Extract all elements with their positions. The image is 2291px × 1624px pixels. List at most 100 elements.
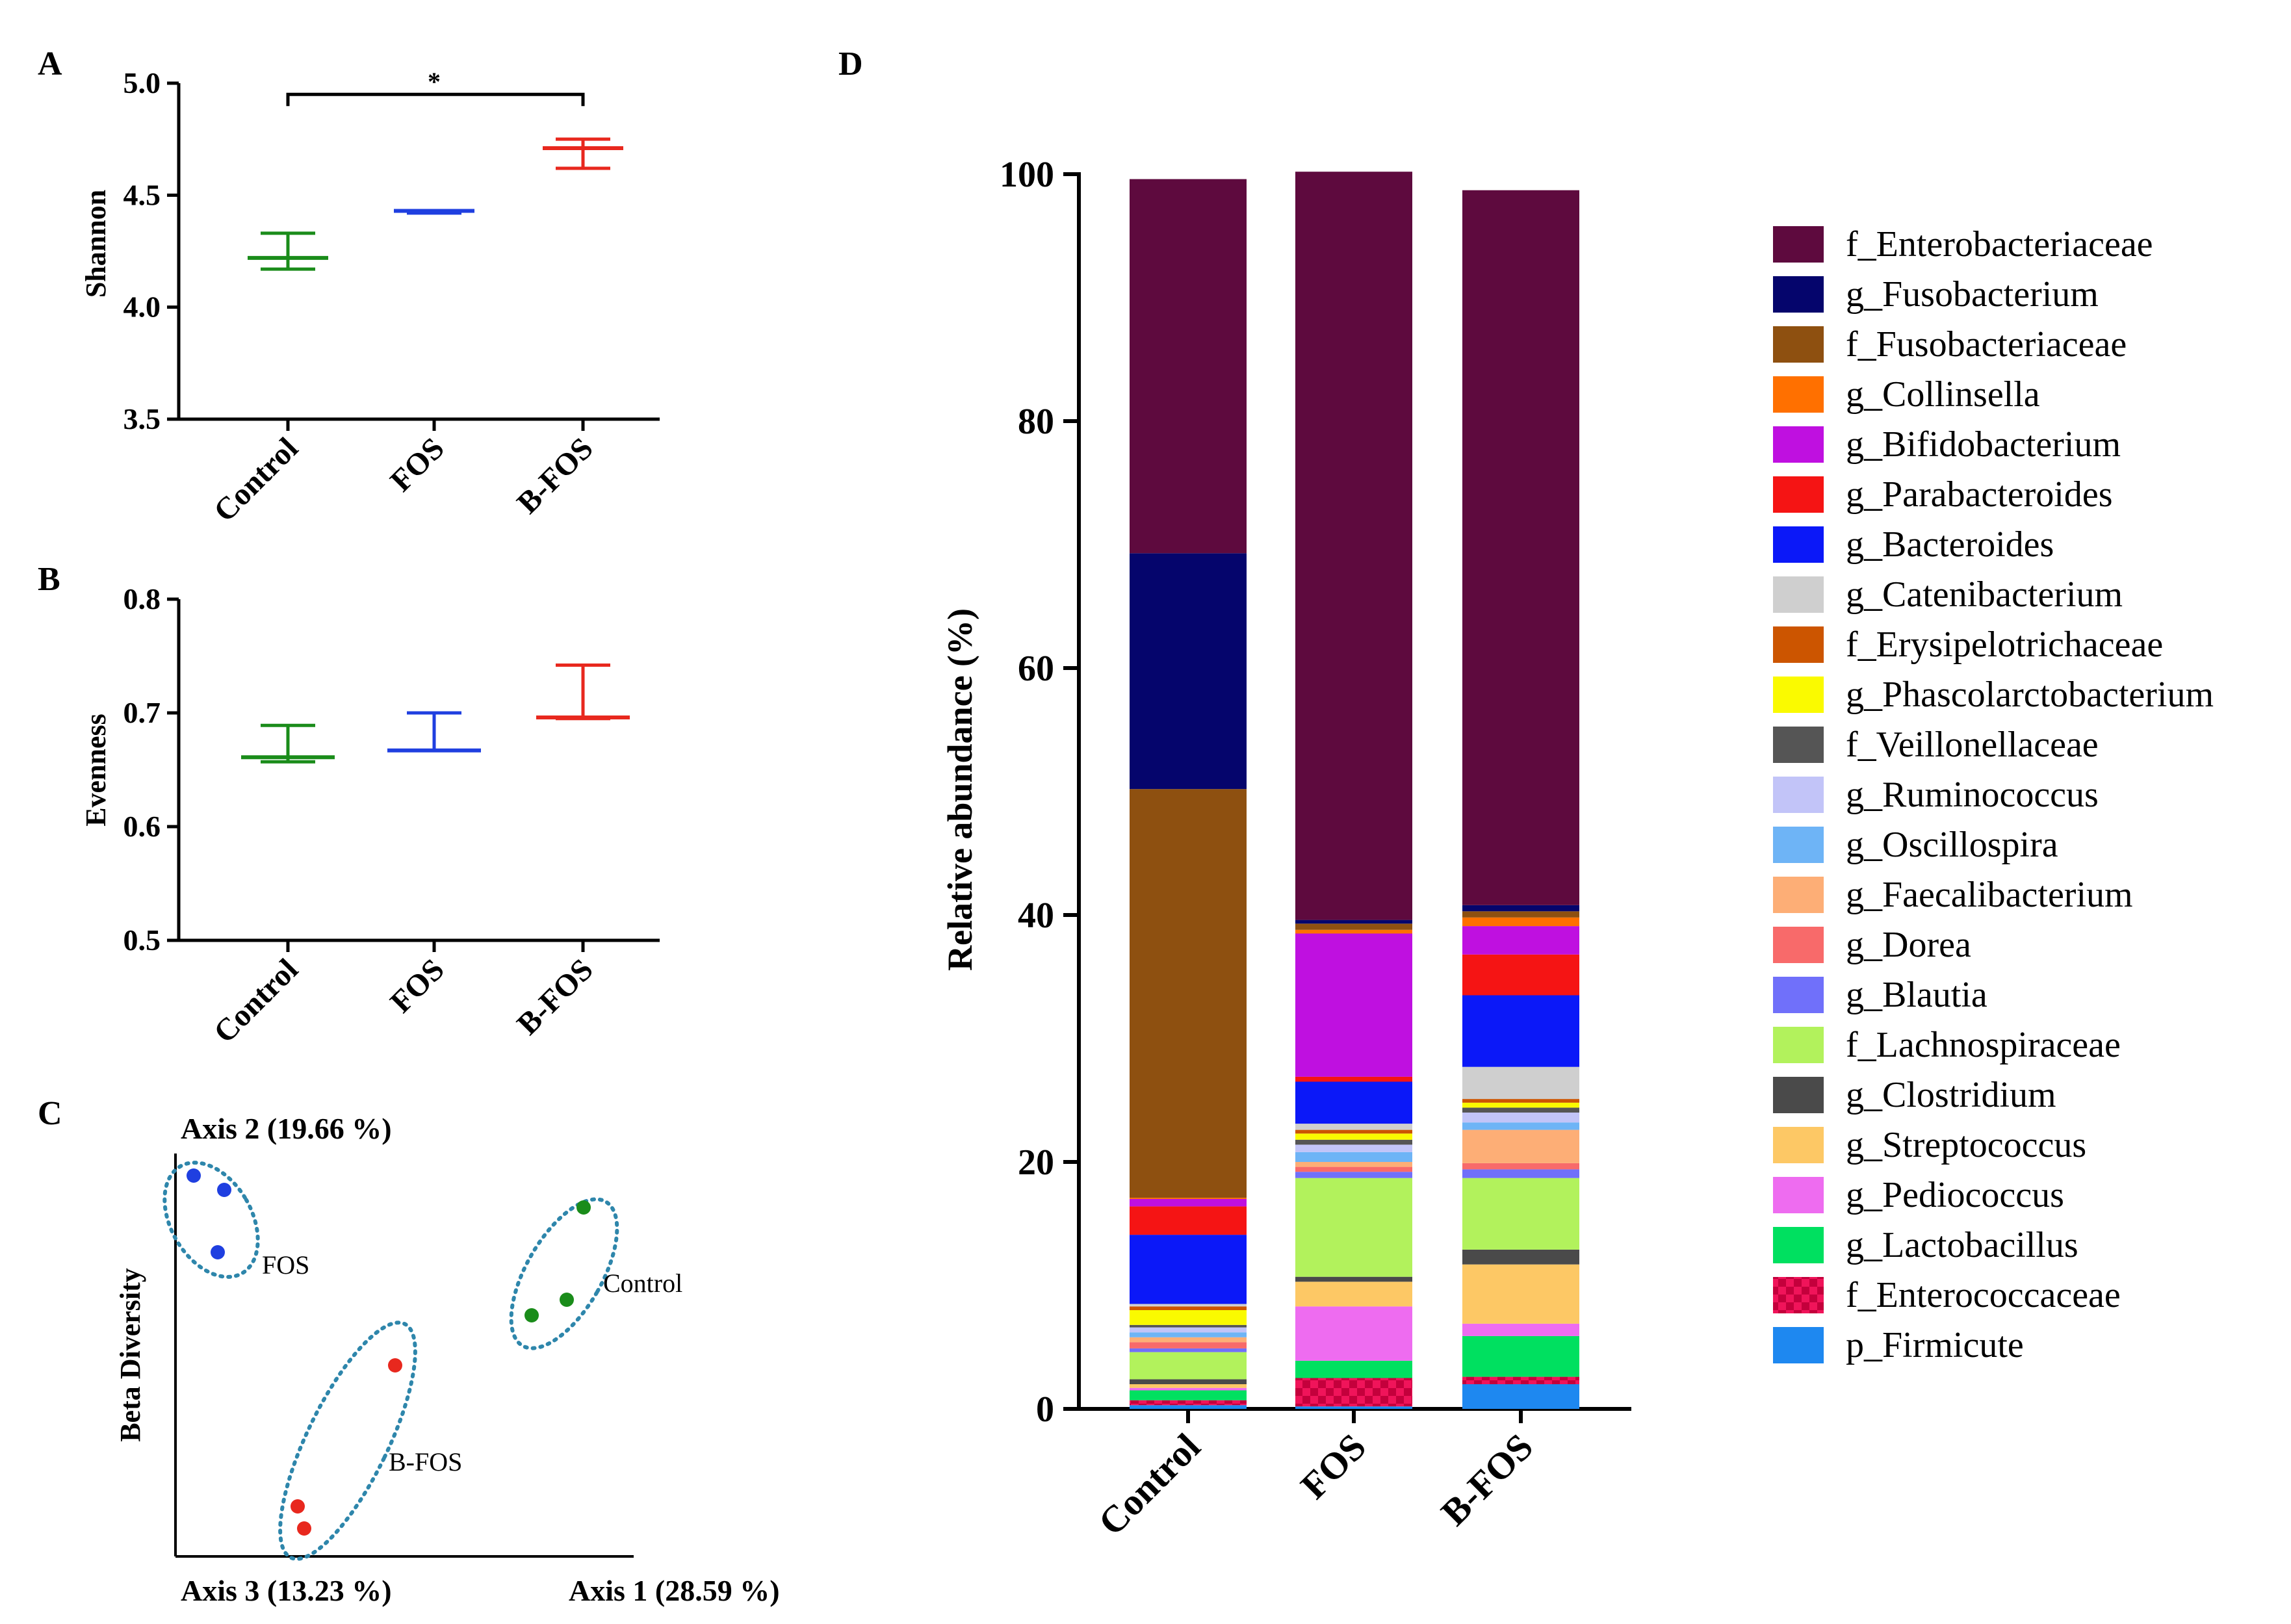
- legend-label: g_Bacteroides: [1846, 524, 2054, 565]
- panel-b-y-title: Evenness: [80, 714, 112, 827]
- legend-swatch: [1773, 1127, 1824, 1163]
- panel-d-relative-abundance: Relative abundance (%) 0 20 40 60 80 100 Cont…: [940, 155, 2214, 1543]
- bar-segment: [1130, 179, 1247, 554]
- legend-label: g_Bifidobacterium: [1846, 424, 2121, 465]
- panel-b-marks: [241, 664, 630, 764]
- legend-swatch: [1773, 426, 1824, 463]
- panel-letter-b: B: [38, 561, 60, 598]
- legend-label: f_Enterobacteriaceae: [1846, 224, 2153, 264]
- bar-segment: [1462, 1122, 1579, 1130]
- bfos-point: [388, 1358, 402, 1373]
- bar-segment: [1130, 1405, 1247, 1409]
- legend-label: f_Veillonellaceae: [1846, 725, 2099, 765]
- bar-segment: [1462, 917, 1579, 927]
- bar-segment: [1130, 553, 1247, 790]
- bfos-point: [297, 1521, 311, 1536]
- bar-segment: [1295, 1081, 1412, 1124]
- legend-label: g_Fusobacterium: [1846, 274, 2099, 315]
- bar-segment: [1130, 1352, 1247, 1380]
- bar-segment: [1295, 172, 1412, 920]
- legend-swatch: [1773, 677, 1824, 713]
- panel-d-stacked-bars: [1130, 172, 1579, 1409]
- panel-d-legend: f_Enterobacteriaceae g_Fusobacterium f_Fus…: [1773, 224, 2214, 1365]
- bar-segment: [1130, 1387, 1247, 1391]
- y-tick-label: 60: [1018, 649, 1054, 689]
- x-tick-label: Control: [207, 952, 305, 1050]
- bar-segment: [1295, 1406, 1412, 1409]
- legend-label: g_Collinsella: [1846, 374, 2040, 415]
- bar-segment: [1130, 1400, 1247, 1406]
- bar-segment: [1462, 1264, 1579, 1324]
- bar-segment: [1295, 1162, 1412, 1167]
- pcoa-axis3-label: Axis 3 (13.23 %): [181, 1574, 392, 1607]
- bar-segment: [1130, 1206, 1247, 1235]
- bar-segment: [1462, 1102, 1579, 1108]
- bar-segment: [1130, 1379, 1247, 1384]
- bar-segment: [1295, 1282, 1412, 1307]
- panel-d-y-title: Relative abundance (%): [940, 608, 979, 971]
- y-tick-label: 20: [1018, 1142, 1054, 1183]
- bar-segment: [1295, 1172, 1412, 1178]
- y-tick-label: 0.8: [123, 582, 161, 615]
- bar-segment: [1130, 1332, 1247, 1337]
- bar-segment: [1462, 1066, 1579, 1100]
- bar-segment: [1295, 1178, 1412, 1277]
- bar-segment: [1462, 1107, 1579, 1113]
- legend-label: f_Lachnospiraceae: [1846, 1025, 2121, 1065]
- bar-segment: [1295, 1124, 1412, 1130]
- panel-letter-d: D: [838, 45, 863, 83]
- bar-segment: [1295, 929, 1412, 934]
- fos-point: [217, 1183, 231, 1197]
- legend-label: g_Catenibacterium: [1846, 574, 2123, 615]
- bar-segment: [1295, 1152, 1412, 1162]
- panel-c-beta-diversity: Beta Diversity Axis 2 (19.66 %) Axis 3 (…: [114, 1112, 780, 1607]
- bar-segment: [1462, 1335, 1579, 1377]
- legend-swatch: [1773, 1277, 1824, 1313]
- legend-swatch: [1773, 877, 1824, 913]
- bar-segment: [1462, 1249, 1579, 1265]
- y-tick-label: 80: [1018, 402, 1054, 442]
- legend-swatch: [1773, 576, 1824, 613]
- bar-segment: [1295, 1306, 1412, 1361]
- control-point: [524, 1308, 539, 1322]
- bar-segment: [1130, 1348, 1247, 1352]
- legend-label: g_Phascolarctobacterium: [1846, 675, 2214, 715]
- legend-swatch: [1773, 626, 1824, 663]
- legend-label: g_Faecalibacterium: [1846, 875, 2133, 915]
- legend-swatch: [1773, 1227, 1824, 1263]
- bar-segment: [1295, 923, 1412, 930]
- panel-a-marks: [248, 137, 623, 271]
- panel-b-x-ticks: Control FOS B-FOS: [207, 940, 600, 1050]
- legend-swatch: [1773, 777, 1824, 813]
- y-tick-label: 0.7: [123, 696, 161, 729]
- bar-segment: [1130, 1324, 1247, 1328]
- panel-c-y-title: Beta Diversity: [114, 1268, 146, 1442]
- fos-point: [211, 1245, 225, 1259]
- panel-letter-c: C: [38, 1095, 62, 1132]
- bar-segment: [1130, 1235, 1247, 1304]
- significance-line: [286, 92, 585, 107]
- y-tick-label: 5.0: [123, 66, 161, 99]
- bar-segment: [1462, 1129, 1579, 1163]
- panel-a-x-ticks: Control FOS B-FOS: [207, 419, 600, 528]
- cluster-label-control: Control: [603, 1269, 682, 1298]
- fos-point: [187, 1168, 201, 1183]
- legend-label: g_Pediococcus: [1846, 1175, 2064, 1215]
- bar-segment: [1462, 1178, 1579, 1250]
- control-point: [576, 1200, 591, 1215]
- bar-segment: [1295, 1133, 1412, 1140]
- y-tick-label: 3.5: [123, 402, 161, 435]
- bar-segment: [1295, 1276, 1412, 1282]
- legend-swatch: [1773, 1027, 1824, 1063]
- significance-bracket: *: [286, 67, 585, 107]
- pcoa-axis2-label: Axis 2 (19.66 %): [181, 1112, 392, 1145]
- legend-swatch: [1773, 1327, 1824, 1363]
- bar-segment: [1295, 1076, 1412, 1082]
- bar-segment: [1130, 1198, 1247, 1199]
- bar-segment: [1462, 905, 1579, 912]
- panel-b-y-ticks: 0.5 0.6 0.7 0.8: [123, 582, 179, 957]
- y-tick-label: 40: [1018, 896, 1054, 936]
- bar-segment: [1130, 1390, 1247, 1400]
- legend-label: g_Dorea: [1846, 925, 1971, 965]
- bar-segment: [1462, 954, 1579, 996]
